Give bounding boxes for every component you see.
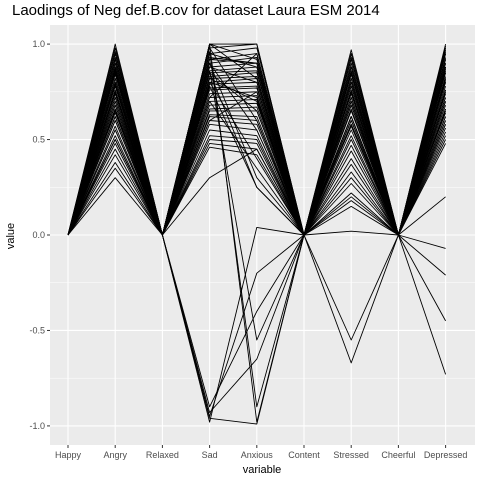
x-tick-label: Sad (202, 450, 218, 460)
series-line (67, 85, 446, 341)
series-line (67, 124, 447, 236)
series-line (67, 43, 447, 423)
x-axis-ticks: Happy Angry Relaxed Sad Anxious Content Stress… (55, 445, 467, 460)
y-tick-label: -0.5 (29, 325, 45, 335)
series-line (67, 53, 447, 236)
y-tick-label: 0.0 (32, 230, 45, 240)
series-line (67, 108, 447, 413)
y-tick-label: -1.0 (29, 421, 45, 431)
series-line (67, 81, 447, 236)
series-line (67, 70, 447, 341)
series-line (67, 51, 447, 408)
x-tick-label: Content (288, 450, 320, 460)
x-tick-label: Anxious (241, 450, 274, 460)
x-tick-label: Relaxed (146, 450, 179, 460)
x-tick-label: Angry (103, 450, 127, 460)
series-line (67, 89, 447, 408)
y-axis-title: value (5, 223, 17, 249)
x-axis-title: variable (243, 464, 282, 476)
x-tick-label: Depressed (424, 450, 468, 460)
x-tick-label: Cheerful (381, 450, 415, 460)
chart-title: Laodings of Neg def.B.cov for dataset La… (12, 2, 380, 19)
series-line (67, 62, 447, 236)
series-line (67, 43, 447, 236)
series-line (67, 43, 447, 236)
y-axis-ticks: -1.0 -0.5 0.0 0.5 1.0 (29, 39, 50, 431)
y-tick-label: 1.0 (32, 39, 45, 49)
y-tick-label: 0.5 (32, 135, 45, 145)
series-line (67, 81, 446, 249)
series-line (67, 72, 446, 364)
x-tick-label: Happy (55, 450, 82, 460)
series-line (67, 100, 447, 236)
x-tick-label: Stressed (333, 450, 369, 460)
series-line (67, 131, 447, 236)
series-line (67, 139, 447, 236)
series-lines (67, 43, 447, 425)
series-line (67, 116, 447, 425)
series-line (67, 124, 447, 236)
